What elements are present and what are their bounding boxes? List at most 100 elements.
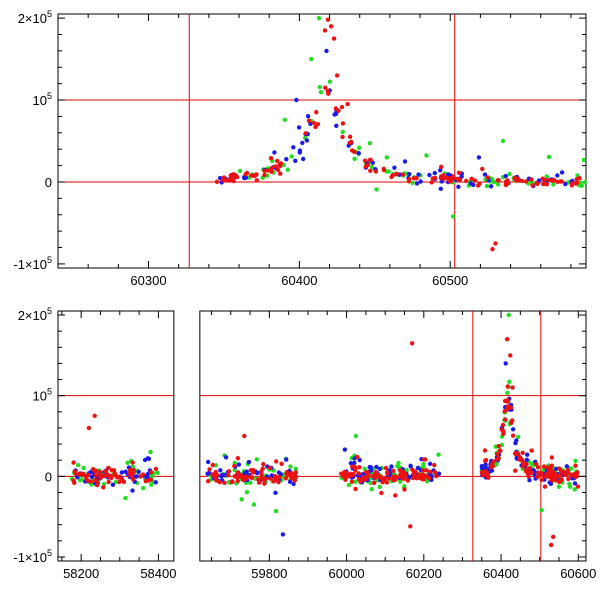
data-point-blue [291, 145, 296, 150]
data-point-blue [427, 172, 432, 178]
data-point-red [248, 468, 253, 473]
data-point-red [519, 178, 525, 184]
data-point-red [235, 478, 240, 484]
data-point-red [391, 477, 396, 483]
data-point-red [524, 469, 529, 474]
data-point-red [283, 476, 289, 481]
data-point-red [350, 464, 355, 469]
x-tick-label: 60200 [406, 566, 442, 581]
data-point-red [88, 479, 94, 484]
y-tick-label: -1×105 [13, 255, 52, 272]
data-point-green [317, 84, 322, 90]
data-point-green [237, 168, 243, 174]
data-point-red [410, 467, 415, 472]
data-point-green [377, 484, 382, 490]
data-point-blue [513, 440, 518, 446]
data-point-blue [408, 463, 413, 468]
data-point-red [400, 172, 405, 177]
data-point-red [221, 177, 227, 182]
data-point-red [486, 475, 491, 480]
data-point-blue [559, 170, 565, 175]
data-point-red [390, 173, 396, 178]
data-point-red [128, 467, 133, 472]
data-point-blue [246, 459, 252, 465]
data-point-red [432, 469, 438, 475]
data-point-red [555, 179, 560, 184]
data-point-blue [438, 168, 443, 173]
data-point-red [80, 472, 85, 478]
data-point-red [343, 477, 348, 482]
y-tick-label: 105 [33, 91, 52, 108]
data-point-green [346, 482, 352, 488]
data-point-red [373, 475, 378, 480]
data-point-red [289, 476, 295, 481]
data-point-green [386, 169, 391, 174]
data-point-red [496, 455, 501, 461]
data-point-blue [456, 184, 461, 189]
data-point-red [574, 473, 580, 479]
data-point-red [214, 179, 220, 184]
data-point-green [516, 434, 521, 440]
data-point-green [489, 177, 495, 182]
data-point-red [483, 458, 489, 463]
data-point-red [542, 484, 548, 489]
data-point-red [109, 468, 115, 473]
data-point-red [325, 17, 331, 22]
data-point-red [277, 162, 282, 167]
data-point-green [581, 157, 586, 163]
data-point-red [424, 468, 429, 473]
data-point-blue [284, 157, 289, 162]
data-point-red [489, 462, 495, 467]
data-point-red [98, 469, 103, 475]
data-point-red [101, 485, 106, 490]
data-point-red [512, 176, 517, 182]
data-point-green [369, 487, 374, 492]
data-point-red [254, 178, 259, 183]
data-point-blue [236, 462, 242, 467]
data-point-green [500, 138, 506, 144]
data-point-red [243, 474, 248, 479]
data-point-red [439, 164, 444, 169]
data-point-green [352, 156, 357, 161]
data-point-green [340, 129, 345, 135]
data-point-red [480, 166, 485, 172]
data-point-red [311, 120, 317, 126]
data-point-green [410, 180, 415, 186]
data-point-green [244, 490, 250, 495]
data-point-blue [334, 123, 339, 128]
data-point-blue [503, 173, 508, 179]
data-point-red [356, 471, 361, 476]
data-point-red [472, 178, 478, 183]
data-point-red [416, 472, 422, 477]
data-point-red [428, 469, 433, 474]
data-point-green [141, 485, 146, 491]
x-tick-label: 58400 [140, 566, 176, 581]
data-point-red [529, 177, 534, 182]
data-point-red [558, 478, 564, 483]
data-point-green [357, 145, 362, 150]
data-point-blue [352, 460, 357, 466]
data-point-red [563, 472, 568, 477]
data-point-red [323, 85, 328, 90]
plot-frame [199, 310, 587, 562]
data-point-red [112, 471, 118, 476]
data-point-red [232, 463, 237, 469]
data-point-green [76, 462, 81, 468]
data-point-red [455, 176, 460, 181]
data-point-red [325, 88, 330, 94]
data-point-red [411, 176, 417, 181]
data-point-red [235, 456, 241, 461]
data-point-red [353, 486, 358, 492]
data-point-red [505, 404, 510, 409]
data-point-blue [332, 112, 337, 117]
data-point-red [550, 178, 555, 183]
data-point-red [214, 478, 219, 483]
y-tick-label: -1×105 [13, 548, 52, 565]
data-point-red [490, 247, 495, 252]
y-tick-label: 2×105 [18, 9, 52, 26]
data-point-red [106, 479, 111, 485]
data-point-blue [130, 488, 135, 493]
data-point-green [327, 79, 333, 84]
data-point-red [350, 148, 355, 153]
data-point-red [131, 467, 136, 473]
